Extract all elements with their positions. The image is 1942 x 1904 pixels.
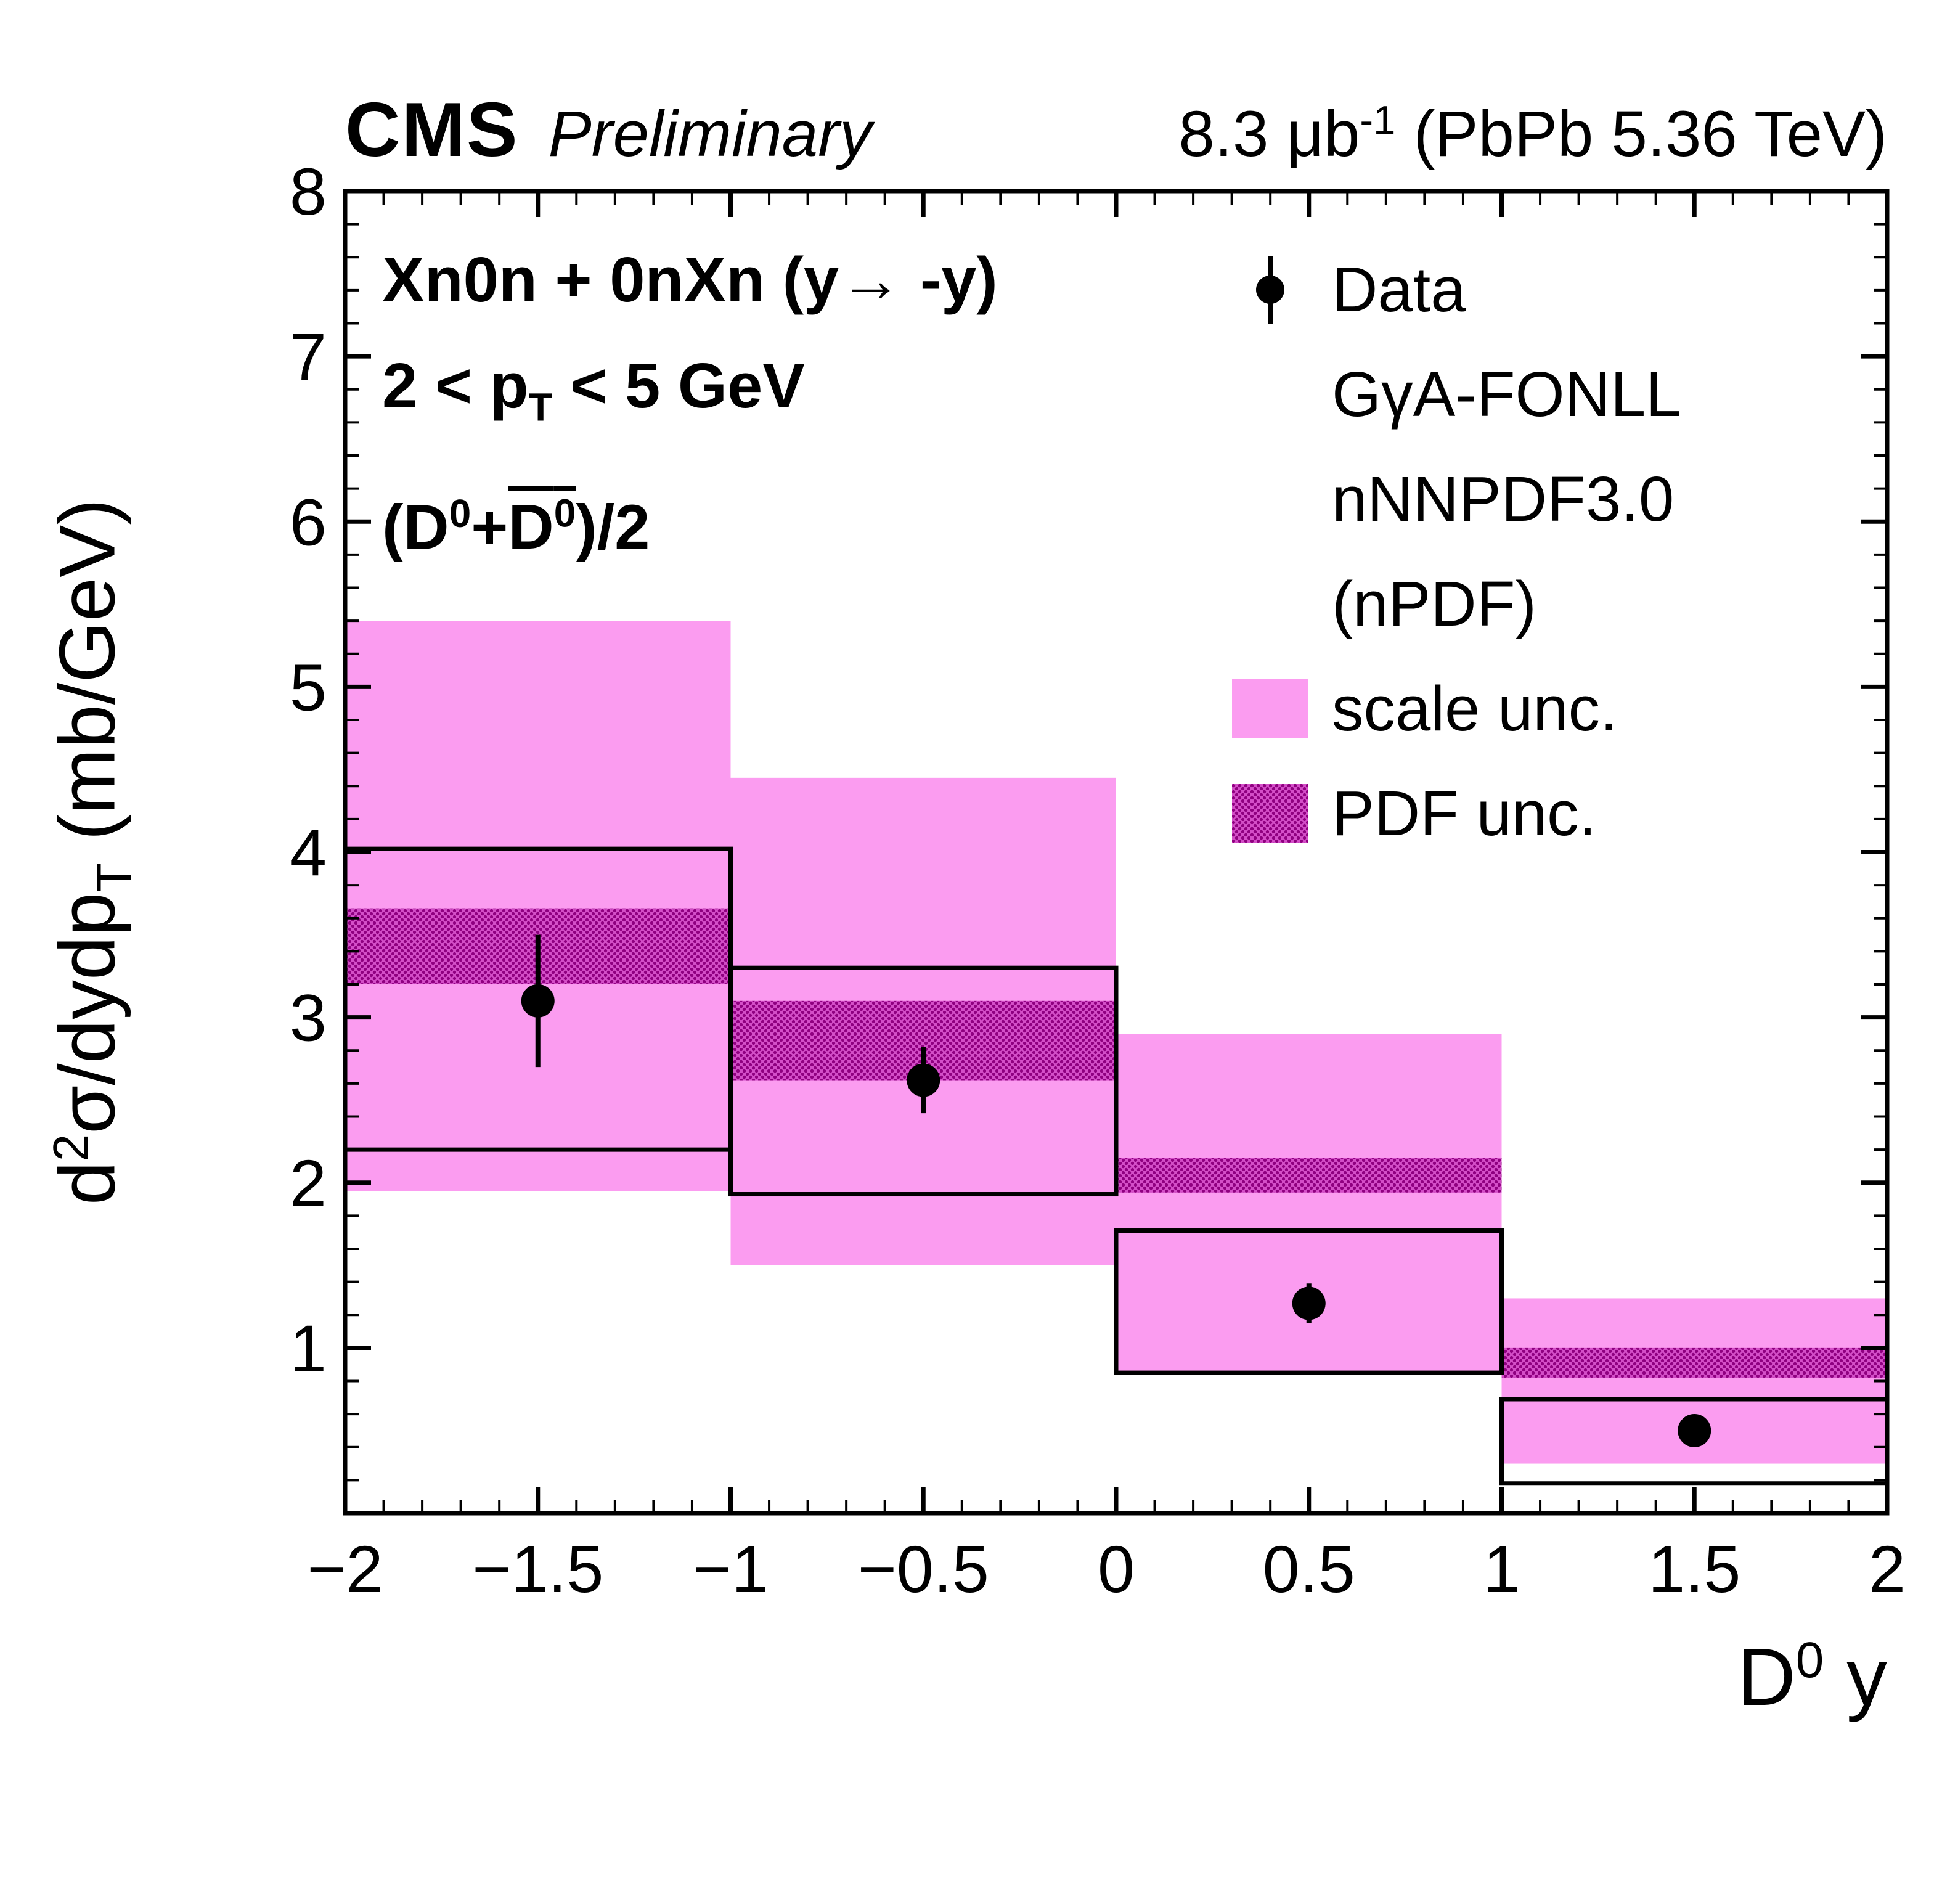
data-point [1292,1286,1326,1320]
legend-label-model-line2: nNNPDF3.0 [1332,464,1675,534]
annotation-nucleon-class: Xn0n + 0nXn (y→ -y) [382,244,998,315]
pdf-unc-swatch [1231,784,1308,843]
x-tick-label: 1.5 [1648,1532,1740,1606]
data-marker-icon [1219,243,1321,336]
selection-annotations: Xn0n + 0nXn (y→ -y) 2 < pT < 5 GeV (D0+D… [382,227,998,580]
y-axis-title: d2σ/dydpT (mb/GeV) [43,498,142,1206]
x-tick-label: 0 [1098,1532,1135,1606]
data-syst-box [1114,1228,1504,1375]
x-axis-title: D0 y [1737,1632,1887,1722]
y-tick-label: 8 [290,154,327,229]
legend-label-scale-unc: scale unc. [1332,673,1618,744]
luminosity-label: 8.3 μb-1 (PbPb 5.36 TeV) [1178,97,1887,171]
axes-frame: −2 −1.5 −1 −0.5 0 0.5 1 1.5 2 1 2 3 4 5 6 7 8 [290,154,1906,1606]
legend-label-model-line3: (nPDF) [1332,568,1536,639]
experiment-label: CMS [345,88,519,173]
scale-unc-band [345,621,731,1191]
legend: Data GγA-FONLL nNNPDF3.0 (nPDF) scale un… [1219,237,1681,866]
legend-item-model-line2: nNNPDF3.0 [1219,447,1681,552]
x-tick-label: −1 [693,1532,769,1606]
legend-item-data: Data [1219,237,1681,342]
x-tick-label: −2 [307,1532,383,1606]
y-tick-label: 7 [290,319,327,394]
data-points [521,934,1711,1447]
legend-item-model-line1: GγA-FONLL [1219,342,1681,447]
y-tick-label: 4 [290,815,327,890]
x-tick-label: 1 [1483,1532,1520,1606]
data-point [1678,1413,1711,1447]
pdf-unc-band [1116,1158,1502,1193]
plot-header: CMS Preliminary 8.3 μb-1 (PbPb 5.36 TeV) [345,86,1887,174]
pdf-unc-band [1501,1347,1887,1378]
legend-item-model-line3: (nPDF) [1219,552,1681,656]
y-tick-label: 6 [290,484,327,559]
x-tick-label: 0.5 [1263,1532,1355,1606]
legend-label-data: Data [1332,254,1466,325]
lumi-exponent: -1 [1360,97,1396,142]
lumi-energy: (PbPb 5.36 TeV) [1395,98,1887,170]
legend-label-pdf-unc: PDF unc. [1332,778,1597,849]
legend-label-model-line1: GγA-FONLL [1332,359,1681,430]
data-syst-box [728,965,1119,1197]
annotation-pt-range: 2 < pT < 5 GeV [382,350,805,430]
annotation-meson-average: (D0+D0)/2 [382,491,650,562]
legend-item-scale-unc: scale unc. [1219,656,1681,761]
x-tick-label: 2 [1869,1532,1906,1606]
scale-unc-swatch [1231,679,1308,738]
lumi-value: 8.3 μb [1178,98,1360,170]
x-tick-label: −0.5 [858,1532,989,1606]
y-tick-label: 3 [290,981,327,1055]
x-tick-label: −1.5 [472,1532,603,1606]
y-tick-label: 2 [290,1146,327,1220]
data-point [907,1063,940,1097]
y-tick-label: 5 [290,650,327,724]
legend-item-pdf-unc: PDF unc. [1219,761,1681,866]
dbar-overline: D0 [508,491,576,562]
y-tick-label: 1 [290,1311,327,1386]
preliminary-label: Preliminary [548,98,872,170]
data-point [521,984,555,1018]
